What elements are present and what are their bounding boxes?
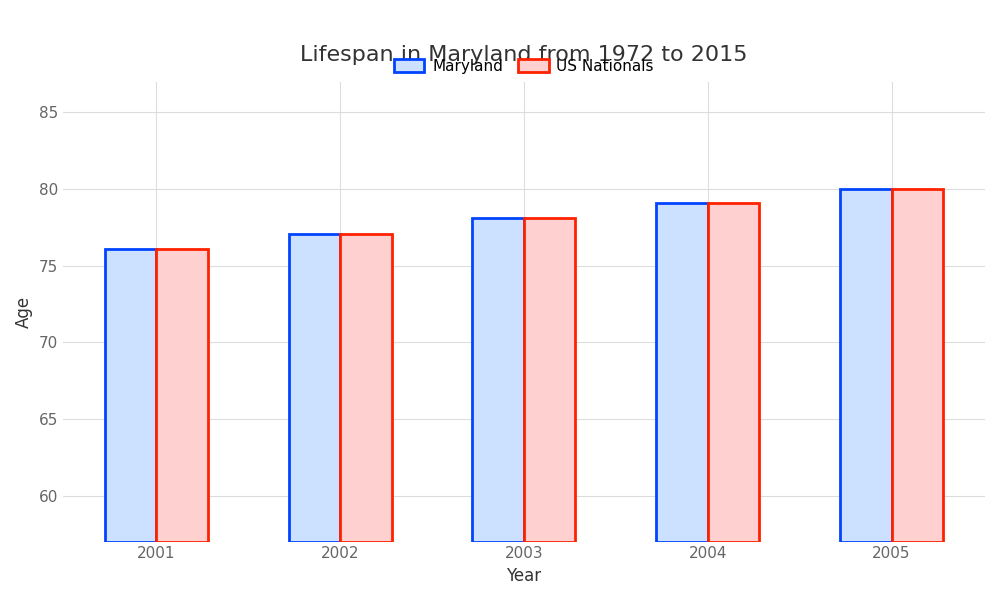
Bar bbox=[840, 189, 892, 542]
Bar bbox=[656, 203, 708, 542]
Bar bbox=[340, 233, 392, 542]
X-axis label: Year: Year bbox=[506, 567, 541, 585]
Bar bbox=[289, 233, 340, 542]
Bar bbox=[708, 203, 759, 542]
Title: Lifespan in Maryland from 1972 to 2015: Lifespan in Maryland from 1972 to 2015 bbox=[300, 45, 748, 65]
Y-axis label: Age: Age bbox=[15, 296, 33, 328]
Bar bbox=[892, 189, 943, 542]
Bar bbox=[472, 218, 524, 542]
Legend: Maryland, US Nationals: Maryland, US Nationals bbox=[388, 53, 660, 80]
Bar bbox=[105, 249, 156, 542]
Bar bbox=[156, 249, 208, 542]
Bar bbox=[524, 218, 575, 542]
